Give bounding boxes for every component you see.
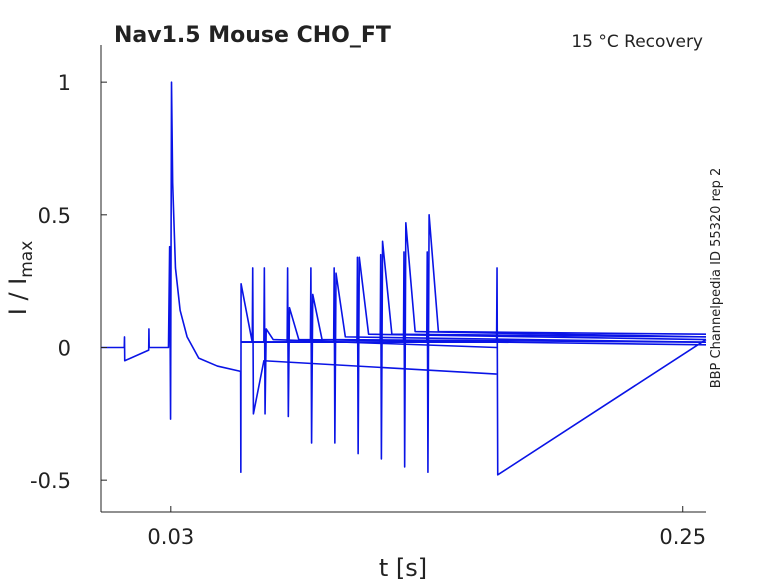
chart-title: Nav1.5 Mouse CHO_FT (114, 23, 391, 48)
annotation: BBP Channelpedia ID 55320 rep 2 (709, 168, 724, 389)
subtitle: 15 °C Recovery (571, 32, 703, 52)
trace (240, 267, 707, 476)
plot-area (101, 81, 707, 476)
y-axis-label: I / Imax (4, 241, 37, 316)
x-tick-label: 0.03 (147, 525, 194, 549)
y-axis-label-sub: max (17, 241, 37, 278)
y-tick-label: 0.5 (38, 204, 71, 228)
y-tick-label: 0 (58, 336, 71, 360)
y-tick-label: 1 (58, 71, 71, 95)
x-axis-label: t [s] (379, 554, 427, 582)
trace (101, 81, 241, 420)
x-tick-label: 0.25 (659, 525, 706, 549)
y-axis-label-main: I / I (4, 278, 32, 316)
trace (239, 267, 497, 473)
y-tick-label: -0.5 (30, 469, 71, 493)
